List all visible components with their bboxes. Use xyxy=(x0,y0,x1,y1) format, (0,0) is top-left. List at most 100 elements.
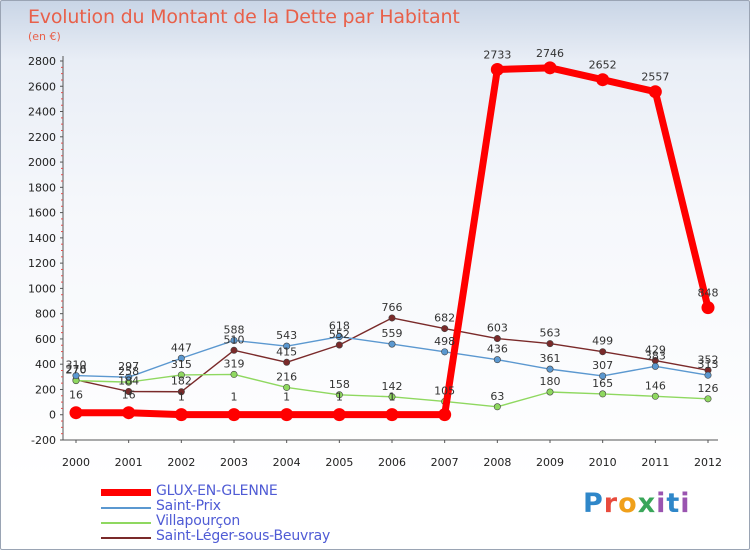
data-label: 126 xyxy=(698,382,719,395)
data-point xyxy=(490,62,504,76)
legend-label: Villapourçon xyxy=(156,513,241,529)
data-label: 313 xyxy=(698,358,719,371)
data-point xyxy=(332,408,346,422)
y-tick-label: 0 xyxy=(49,409,56,422)
data-label: 848 xyxy=(698,287,719,300)
legend-swatch xyxy=(101,489,151,496)
data-label: 16 xyxy=(122,389,136,402)
x-tick-label: 2003 xyxy=(220,456,248,469)
x-tick-label: 2012 xyxy=(694,456,722,469)
data-point xyxy=(125,387,133,395)
data-point xyxy=(546,340,554,348)
y-tick-label: 1400 xyxy=(28,232,56,245)
data-label: 319 xyxy=(224,357,245,370)
data-label: 1 xyxy=(389,391,396,404)
legend-label: Saint-Prix xyxy=(156,498,221,514)
y-tick-label: 2800 xyxy=(28,55,56,68)
data-point xyxy=(385,408,399,422)
data-label: 415 xyxy=(276,345,297,358)
data-point xyxy=(441,325,449,333)
data-label: 307 xyxy=(592,359,613,372)
data-label: 588 xyxy=(224,323,245,336)
data-label: 1 xyxy=(283,391,290,404)
data-label: 510 xyxy=(224,333,245,346)
x-tick-label: 2011 xyxy=(641,456,669,469)
chart-title: Evolution du Montant de la Dette par Hab… xyxy=(28,6,460,28)
data-label: 603 xyxy=(487,322,508,335)
y-tick-label: -200 xyxy=(31,434,56,447)
data-label: 270 xyxy=(66,364,87,377)
x-tick-label: 2005 xyxy=(325,456,353,469)
data-label: 180 xyxy=(540,375,561,388)
data-label: 383 xyxy=(645,349,666,362)
data-point xyxy=(177,354,185,362)
data-label: 258 xyxy=(118,365,139,378)
data-label: 429 xyxy=(645,344,666,357)
y-tick-label: 2600 xyxy=(28,80,56,93)
data-label: 766 xyxy=(382,301,403,314)
data-point xyxy=(388,314,396,322)
data-point xyxy=(701,301,715,315)
data-label: 216 xyxy=(276,370,297,383)
data-point xyxy=(543,61,557,75)
data-label: 146 xyxy=(645,379,666,392)
data-label: 165 xyxy=(592,377,613,390)
y-tick-label: 1200 xyxy=(28,257,56,270)
legend-label: Saint-Léger-sous-Beuvray xyxy=(156,528,331,544)
data-point xyxy=(599,390,607,398)
x-tick-label: 2009 xyxy=(536,456,564,469)
data-label: 184 xyxy=(118,374,139,387)
data-point xyxy=(174,408,188,422)
data-point xyxy=(651,392,659,400)
legend-swatch xyxy=(101,507,151,509)
data-label: 2557 xyxy=(641,71,669,84)
x-tick-label: 2001 xyxy=(115,456,143,469)
data-label: 2733 xyxy=(483,48,511,61)
x-tick-label: 2006 xyxy=(378,456,406,469)
data-point xyxy=(704,371,712,379)
data-label: 498 xyxy=(434,335,455,348)
y-tick-label: 800 xyxy=(35,308,56,321)
data-point xyxy=(441,348,449,356)
data-point xyxy=(122,406,136,420)
data-point xyxy=(283,383,291,391)
data-label: 1 xyxy=(231,391,238,404)
x-tick-label: 2007 xyxy=(431,456,459,469)
x-tick-label: 2002 xyxy=(167,456,195,469)
data-point xyxy=(438,408,452,422)
data-label: 563 xyxy=(540,327,561,340)
data-label: 2652 xyxy=(589,59,617,72)
data-point xyxy=(493,356,501,364)
data-point xyxy=(651,362,659,370)
data-point xyxy=(280,408,294,422)
data-point xyxy=(335,391,343,399)
data-label: 158 xyxy=(329,378,350,391)
legend-swatch xyxy=(101,537,151,539)
data-label: 1 xyxy=(178,391,185,404)
x-tick-label: 2010 xyxy=(589,456,617,469)
y-tick-label: 600 xyxy=(35,333,56,346)
legend-swatch xyxy=(101,522,151,524)
legend-label: GLUX-EN-GLENNE xyxy=(156,483,278,499)
data-label: 105 xyxy=(434,384,455,397)
data-label: 499 xyxy=(592,335,613,348)
data-point xyxy=(230,370,238,378)
data-label: 63 xyxy=(490,390,504,403)
data-point xyxy=(335,333,343,341)
data-point xyxy=(72,372,80,380)
data-label: 559 xyxy=(382,327,403,340)
data-label: 361 xyxy=(540,352,561,365)
y-tick-label: 200 xyxy=(35,383,56,396)
y-tick-label: 2200 xyxy=(28,131,56,144)
data-point xyxy=(335,341,343,349)
data-label: 682 xyxy=(434,312,455,325)
data-point xyxy=(388,340,396,348)
data-point xyxy=(177,388,185,396)
data-label: 16 xyxy=(69,389,83,402)
data-point xyxy=(648,85,662,99)
data-point xyxy=(283,358,291,366)
data-label: 552 xyxy=(329,328,350,341)
data-point xyxy=(69,406,83,420)
